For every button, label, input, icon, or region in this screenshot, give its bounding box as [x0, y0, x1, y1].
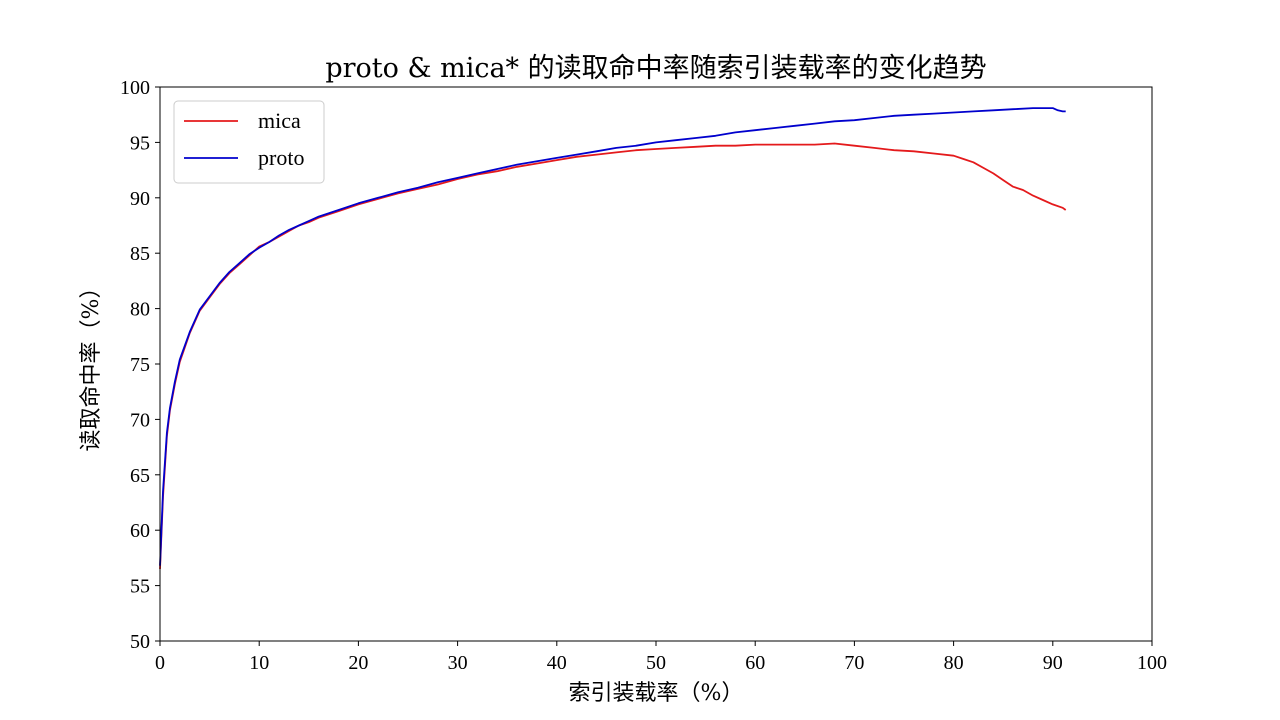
x-tick-label: 0 [155, 652, 165, 674]
x-axis: 0 10 20 30 40 50 60 70 80 90 100 [155, 641, 1167, 674]
plot-lines [159, 107, 1067, 570]
y-tick-label: 50 [130, 631, 150, 653]
chart-title: proto & mica* 的读取命中率随索引装载率的变化趋势 [325, 53, 986, 84]
x-tick-label: 50 [646, 652, 666, 674]
y-tick-label: 85 [130, 243, 150, 265]
y-tick-label: 75 [130, 354, 150, 376]
x-tick-label: 20 [348, 652, 368, 674]
y-tick-label: 55 [130, 576, 150, 598]
x-tick-label: 100 [1137, 652, 1167, 674]
x-tick-label: 30 [448, 652, 468, 674]
y-axis-label: 读取命中率（%） [79, 277, 104, 452]
x-tick-label: 80 [944, 652, 964, 674]
x-tick-label: 70 [844, 652, 864, 674]
series-line-mica [159, 142, 1067, 570]
series-line-proto [159, 107, 1066, 566]
y-tick-label: 100 [120, 77, 150, 99]
x-tick-label: 90 [1043, 652, 1063, 674]
legend-label-mica: mica [258, 108, 301, 133]
y-tick-label: 80 [130, 299, 150, 321]
y-tick-label: 90 [130, 188, 150, 210]
x-tick-label: 60 [745, 652, 765, 674]
y-tick-label: 65 [130, 465, 150, 487]
y-tick-label: 70 [130, 409, 150, 431]
y-tick-label: 60 [130, 520, 150, 542]
legend: mica proto [173, 100, 325, 184]
x-tick-label: 40 [547, 652, 567, 674]
y-axis: 50 55 60 65 70 75 80 85 90 95 100 [120, 77, 160, 653]
x-axis-label: 索引装载率（%） [569, 681, 744, 706]
legend-box [173, 100, 325, 184]
x-tick-label: 10 [249, 652, 269, 674]
legend-label-proto: proto [258, 145, 304, 170]
y-tick-label: 95 [130, 132, 150, 154]
